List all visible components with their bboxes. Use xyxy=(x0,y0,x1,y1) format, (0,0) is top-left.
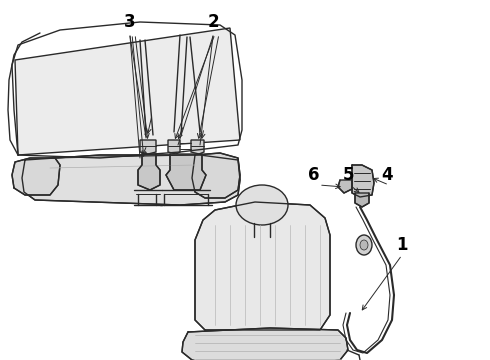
Polygon shape xyxy=(352,165,374,197)
Text: 2: 2 xyxy=(207,13,219,31)
Polygon shape xyxy=(195,202,330,330)
Text: 5: 5 xyxy=(342,166,354,184)
Polygon shape xyxy=(138,154,160,190)
Polygon shape xyxy=(140,140,156,154)
Polygon shape xyxy=(191,140,204,154)
Polygon shape xyxy=(338,180,352,193)
Polygon shape xyxy=(168,140,180,154)
Text: 1: 1 xyxy=(396,236,408,254)
Text: 6: 6 xyxy=(308,166,320,184)
Polygon shape xyxy=(12,158,60,195)
Polygon shape xyxy=(22,155,240,205)
Polygon shape xyxy=(355,193,369,207)
Polygon shape xyxy=(166,154,206,190)
Text: 3: 3 xyxy=(124,13,136,31)
Ellipse shape xyxy=(360,240,368,250)
Ellipse shape xyxy=(236,185,288,225)
Polygon shape xyxy=(192,153,240,198)
Text: 4: 4 xyxy=(381,166,393,184)
Polygon shape xyxy=(15,28,240,155)
Polygon shape xyxy=(182,328,348,360)
Ellipse shape xyxy=(356,235,372,255)
